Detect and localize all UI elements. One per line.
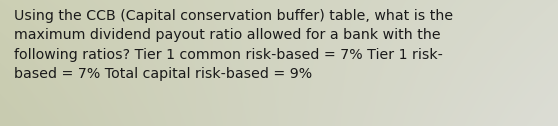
Text: Using the CCB (Capital conservation buffer) table, what is the
maximum dividend : Using the CCB (Capital conservation buff…: [14, 9, 453, 81]
